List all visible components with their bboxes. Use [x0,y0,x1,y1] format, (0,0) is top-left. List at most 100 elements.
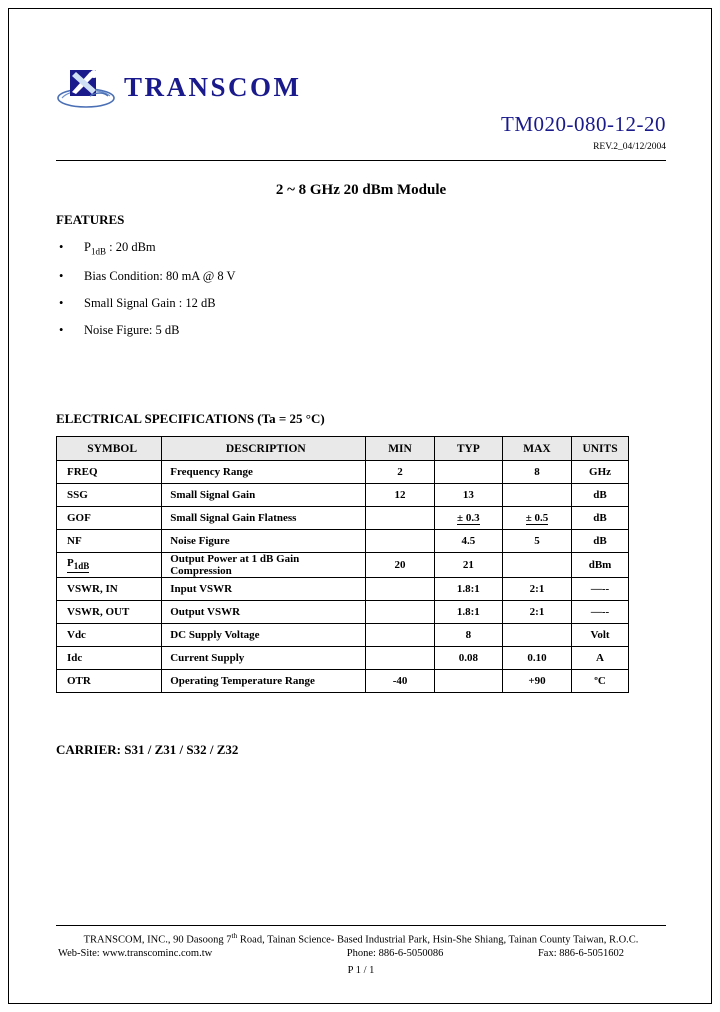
list-item: • Noise Figure: 5 dB [56,323,476,338]
features-heading: FEATURES [56,212,125,227]
footer-contact-row: Web-Site: www.transcominc.com.tw Phone: … [56,948,666,959]
footer-page-number: P 1 / 1 [347,965,375,976]
cell-symbol: NF [55,529,163,553]
features-list: • P1dB : 20 dBm • Bias Condition: 80 mA … [56,240,476,350]
cell-description: DC Supply Voltage [161,623,367,647]
cell-units: —-- [571,600,629,624]
column-header-typ: TYP [433,436,503,461]
bullet-icon: • [59,322,64,337]
cell-typ: 21 [433,552,503,578]
cell-units: —-- [571,577,629,601]
cell-max: 0.10 [501,646,573,670]
cell-typ: 13 [433,483,503,507]
column-header-units: UNITS [571,436,629,461]
cell-symbol: Vdc [55,623,163,647]
table-row: VSWR, IN Input VSWR 1.8:1 2:1 —-- [55,577,629,601]
cell-units: Volt [571,623,629,647]
table-row: Idc Current Supply 0.08 0.10 A [55,646,629,670]
cell-max: 8 [501,460,573,484]
bullet-icon: • [59,240,64,254]
feature-text: Bias Condition: 80 mA @ 8 V [84,268,236,283]
cell-symbol: GOF [55,506,163,530]
cell-min [365,623,435,647]
revision-label: REV.2_04/12/2004 [593,142,666,152]
cell-description: Output VSWR [161,600,367,624]
cell-symbol: P1dB [55,552,163,578]
cell-max: +90 [501,669,573,693]
footer-company-address: TRANSCOM, INC., 90 Dasoong 7th Road, Tai… [44,931,678,946]
column-header-description: DESCRIPTION [161,436,367,461]
cell-units: GHz [571,460,629,484]
cell-units: dB [571,529,629,553]
cell-units: ºC [571,669,629,693]
table-row: OTR Operating Temperature Range -40 +90 … [55,669,629,693]
cell-min [365,646,435,670]
cell-typ: 1.8:1 [433,577,503,601]
column-header-max: MAX [501,436,573,461]
footer-address-post: Road, Tainan Science- Based Industrial P… [237,934,639,946]
cell-min: -40 [365,669,435,693]
list-item: • Small Signal Gain : 12 dB [56,296,476,311]
cell-typ: ± 0.3 [433,506,503,530]
table-row: SSG Small Signal Gain 12 13 dB [55,483,629,507]
cell-description: Frequency Range [161,460,367,484]
cell-max: ± 0.5 [501,506,573,530]
cell-description: Small Signal Gain [161,483,367,507]
cell-min [365,529,435,553]
bullet-icon: • [59,268,64,283]
cell-max: 2:1 [501,600,573,624]
bullet-icon: • [59,295,64,310]
footer-address-ordinal: th [231,931,238,940]
cell-symbol: VSWR, IN [55,577,163,601]
cell-max [501,623,573,647]
cell-symbol: OTR [55,669,163,693]
cell-typ: 1.8:1 [433,600,503,624]
specs-heading: ELECTRICAL SPECIFICATIONS (Ta = 25 °C) [56,411,325,426]
cell-symbol: FREQ [55,460,163,484]
footer-phone: Phone: 886-6-5050086 [346,948,444,959]
cell-min: 12 [365,483,435,507]
cell-min [365,506,435,530]
cell-min: 20 [365,552,435,578]
table-row: Vdc DC Supply Voltage 8 Volt [55,623,629,647]
cell-description: Current Supply [161,646,367,670]
cell-units: A [571,646,629,670]
cell-min [365,577,435,601]
table-row: FREQ Frequency Range 2 8 GHz [55,460,629,484]
document-title: 2 ~ 8 GHz 20 dBm Module [275,182,447,198]
cell-description: Operating Temperature Range [161,669,367,693]
cell-typ: 8 [433,623,503,647]
cell-symbol: SSG [55,483,163,507]
column-header-symbol: SYMBOL [55,436,163,461]
cell-units: dB [571,483,629,507]
feature-text: Noise Figure: 5 dB [84,322,180,337]
header-divider [56,160,666,161]
cell-description: Input VSWR [161,577,367,601]
table-row: GOF Small Signal Gain Flatness ± 0.3 ± 0… [55,506,629,530]
cell-max: 5 [501,529,573,553]
cell-typ [433,460,503,484]
table-row: P1dB Output Power at 1 dB Gain Compressi… [55,552,629,578]
list-item: • P1dB : 20 dBm [56,240,476,257]
list-item: • Bias Condition: 80 mA @ 8 V [56,269,476,284]
footer-divider [56,925,666,926]
cell-units: dBm [571,552,629,578]
cell-description: Noise Figure [161,529,367,553]
footer-website[interactable]: Web-Site: www.transcominc.com.tw [58,948,213,959]
cell-units: dB [571,506,629,530]
column-header-min: MIN [365,436,435,461]
page-content: TRANSCOM TM020-080-12-20 REV.2_04/12/200… [55,0,666,1012]
carrier-line: CARRIER: S31 / Z31 / S32 / Z32 [56,742,239,757]
feature-text: Small Signal Gain : 12 dB [84,295,216,310]
footer-address-pre: TRANSCOM, INC., 90 Dasoong 7 [83,934,232,946]
transcom-swoosh-logo-icon [56,62,116,112]
company-logo: TRANSCOM [56,62,302,112]
part-number: TM020-080-12-20 [501,112,666,136]
cell-description: Output Power at 1 dB Gain Compression [161,552,367,578]
table-row: VSWR, OUT Output VSWR 1.8:1 2:1 —-- [55,600,629,624]
logo-wordmark: TRANSCOM [124,71,302,102]
cell-symbol: VSWR, OUT [55,600,163,624]
cell-min [365,600,435,624]
cell-max: 2:1 [501,577,573,601]
